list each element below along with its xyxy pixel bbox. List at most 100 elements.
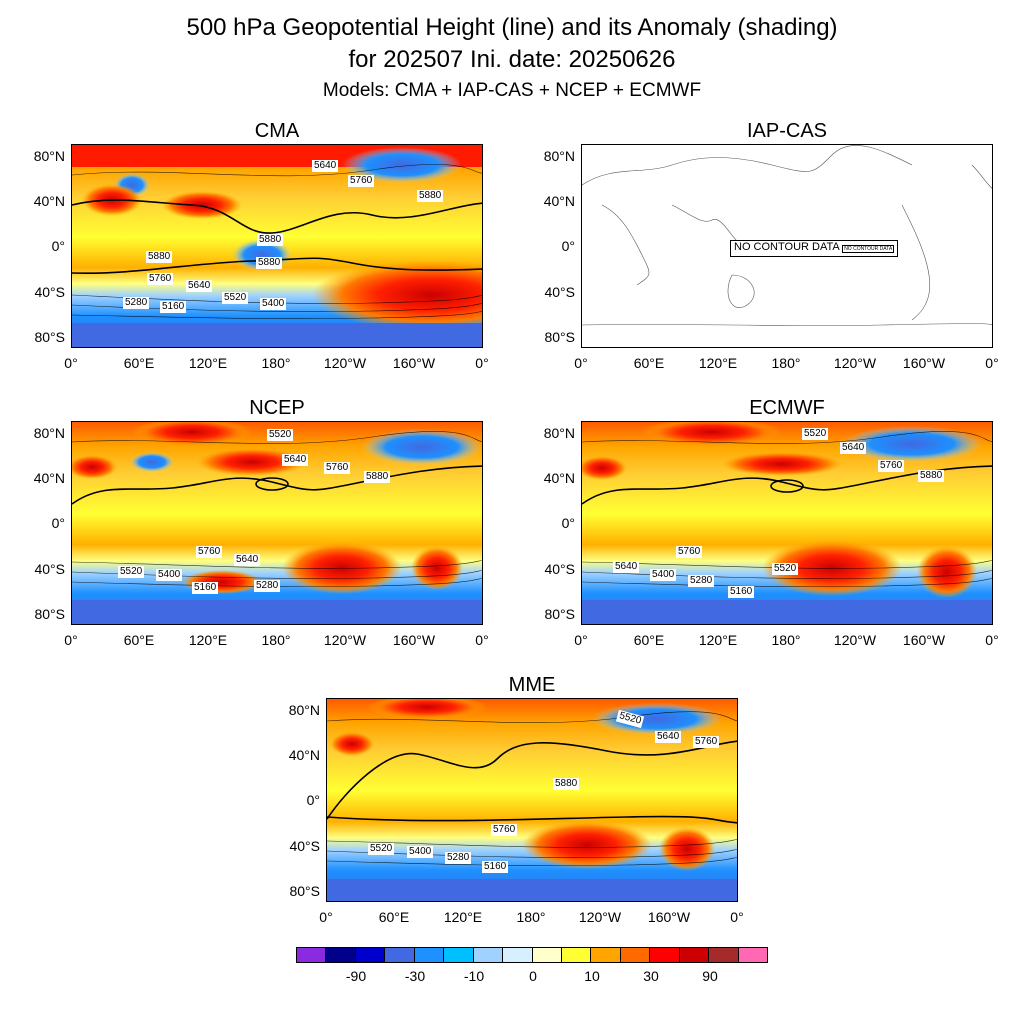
contour-label: 5640 [234,554,261,566]
colorbar-swatch [620,948,651,962]
lon-label: 60°E [633,355,665,371]
panel-title-cma: CMA [254,120,300,142]
contour-label: 5880 [256,257,283,269]
lat-label: 40°S [289,838,320,854]
contour-label: 5160 [728,586,755,598]
contour-label: 5880 [417,190,444,202]
panel-title-ncep: NCEP [249,397,305,419]
lon-label: 0° [574,632,588,648]
lon-label: 160°W [902,632,946,648]
colorbar-swatch [444,948,474,962]
lat-label: 40°S [34,561,65,577]
colorbar-swatch [532,948,562,962]
lon-label: 0° [319,909,333,925]
lon-label: 180° [261,355,291,371]
lon-label: 120°W [833,355,877,371]
anomaly-field-ncep [72,422,482,624]
lat-label: 0° [51,515,65,531]
no-data-message: NO CONTOUR DATA NO CONTOUR DATA [730,240,899,257]
contour-label: 5880 [146,251,173,263]
contour-label: 5520 [118,566,145,578]
anomaly-field-cma [72,145,482,347]
colorbar-label: -90 [345,968,367,984]
lon-label: 60°E [123,355,155,371]
lon-label: 120°W [323,632,367,648]
lon-label: 0° [64,632,78,648]
contour-label: 5160 [482,861,509,873]
lon-label: 0° [730,909,744,925]
colorbar-swatch [297,948,327,962]
colorbar-swatch [709,948,739,962]
lon-label: 160°W [392,632,436,648]
lat-label: 80°N [543,148,575,164]
contour-label: 5880 [918,470,945,482]
lat-label: 0° [306,792,320,808]
contour-label: 5520 [267,429,294,441]
panel-title-iap-cas: IAP-CAS [746,120,828,142]
contour-label: 5640 [312,160,339,172]
lat-label: 0° [561,515,575,531]
contour-label: 5280 [123,297,150,309]
lon-label: 180° [261,632,291,648]
lat-label: 80°S [289,883,320,899]
lon-label: 0° [574,355,588,371]
colorbar-label: -30 [404,968,426,984]
contour-label: 5880 [553,778,580,790]
map-iap-cas: NO CONTOUR DATA NO CONTOUR DATA [581,144,993,348]
lon-label: 160°W [392,355,436,371]
contour-label: 5520 [772,563,799,575]
lon-label: 0° [475,632,489,648]
lat-label: 40°N [288,747,320,763]
contour-label: 5640 [840,442,867,454]
map-mme: 5520 5640 5760 5880 5760 5520 5400 5280 … [326,698,738,902]
colorbar-swatch [355,948,386,962]
lon-label: 0° [985,632,999,648]
contour-label: 5640 [655,731,682,743]
colorbar-label: 30 [643,968,659,984]
colorbar-swatch [473,948,504,962]
contour-label: 5280 [254,580,281,592]
lat-label: 80°N [33,148,65,164]
figure-title-line2: for 202507 Ini. date: 20250626 [348,46,676,73]
colorbar-swatch [679,948,710,962]
contour-label: 5640 [186,280,213,292]
contour-label: 5400 [407,846,434,858]
lat-label: 0° [51,238,65,254]
map-ncep: 5520 5640 5760 5880 5760 5640 5520 5400 … [71,421,483,625]
lat-label: 0° [561,238,575,254]
map-cma: 5640 5760 5880 5880 5880 5880 5760 5640 … [71,144,483,348]
lon-label: 0° [475,355,489,371]
figure-subtitle-models: Models: CMA + IAP-CAS + NCEP + ECMWF [322,80,702,101]
lon-label: 120°E [698,632,738,648]
lat-label: 80°S [34,606,65,622]
lat-label: 40°S [544,284,575,300]
colorbar-label: -10 [463,968,485,984]
contour-label: 5640 [613,561,640,573]
lon-label: 120°W [323,355,367,371]
lon-label: 180° [771,632,801,648]
contour-label: 5160 [160,301,187,313]
lon-label: 160°W [902,355,946,371]
lat-label: 80°S [544,329,575,345]
contour-label: 5160 [192,582,219,594]
lon-label: 160°W [647,909,691,925]
contour-label: 5760 [348,175,375,187]
colorbar-swatch [503,948,533,962]
no-data-small-label: NO CONTOUR DATA [842,245,895,253]
lon-label: 60°E [633,632,665,648]
lat-label: 40°S [34,284,65,300]
panel-title-mme: MME [508,674,556,696]
lon-label: 0° [64,355,78,371]
contour-label: 5760 [491,824,518,836]
contour-label: 5280 [445,852,472,864]
lon-label: 120°E [188,355,228,371]
contour-label: 5400 [650,569,677,581]
lon-label: 180° [516,909,546,925]
lon-label: 120°W [833,632,877,648]
colorbar-swatch [738,948,767,962]
contour-label: 5760 [878,460,905,472]
contour-label: 5640 [282,454,309,466]
colorbar-label: 90 [702,968,718,984]
anomaly-field-mme [327,699,737,901]
colorbar-swatch [414,948,445,962]
